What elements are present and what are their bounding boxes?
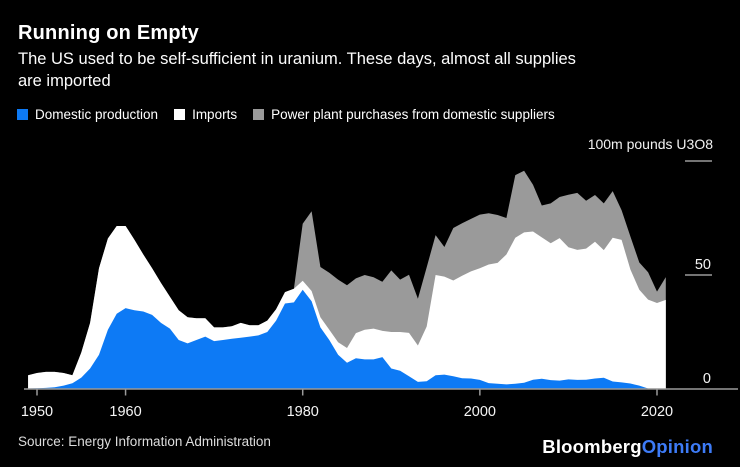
y-axis-unit-label: 100m pounds U3O8 <box>587 136 713 152</box>
x-tick-label-1960: 1960 <box>109 404 141 420</box>
bloomberg-opinion-logo: BloombergOpinion <box>542 436 713 458</box>
y-tick-label-0: 0 <box>703 371 711 387</box>
chart-subtitle-line1: The US used to be self-sufficient in ura… <box>18 50 576 68</box>
area-domestic-production <box>28 289 666 389</box>
legend-label-power-plant-purchases: Power plant purchases from domestic supp… <box>271 107 555 122</box>
x-tick-label-1980: 1980 <box>287 404 319 420</box>
legend-item-domestic-production: Domestic production <box>17 107 158 122</box>
x-tick-label-2000: 2000 <box>464 404 496 420</box>
chart-title: Running on Empty <box>18 22 199 44</box>
x-tick-label-2020: 2020 <box>641 404 673 420</box>
legend-label-domestic-production: Domestic production <box>35 107 159 122</box>
legend-swatch-imports <box>174 109 186 120</box>
legend: Domestic production Imports Power plant … <box>17 107 555 122</box>
chart-subtitle: The US used to be self-sufficient in ura… <box>18 48 576 92</box>
logo-bloomberg: Bloomberg <box>542 436 642 457</box>
legend-label-imports: Imports <box>192 107 238 122</box>
y-tick-label-50: 50 <box>695 257 711 273</box>
logo-opinion: Opinion <box>641 436 713 457</box>
chart-subtitle-line2: are imported <box>18 72 111 90</box>
source-note: Source: Energy Information Administratio… <box>18 434 271 449</box>
legend-item-power-plant-purchases: Power plant purchases from domestic supp… <box>253 107 555 122</box>
legend-swatch-power-plant-purchases <box>253 109 265 120</box>
x-tick-label-1950: 1950 <box>21 404 53 420</box>
legend-swatch-domestic-production <box>17 109 28 120</box>
legend-item-imports: Imports <box>174 107 237 122</box>
